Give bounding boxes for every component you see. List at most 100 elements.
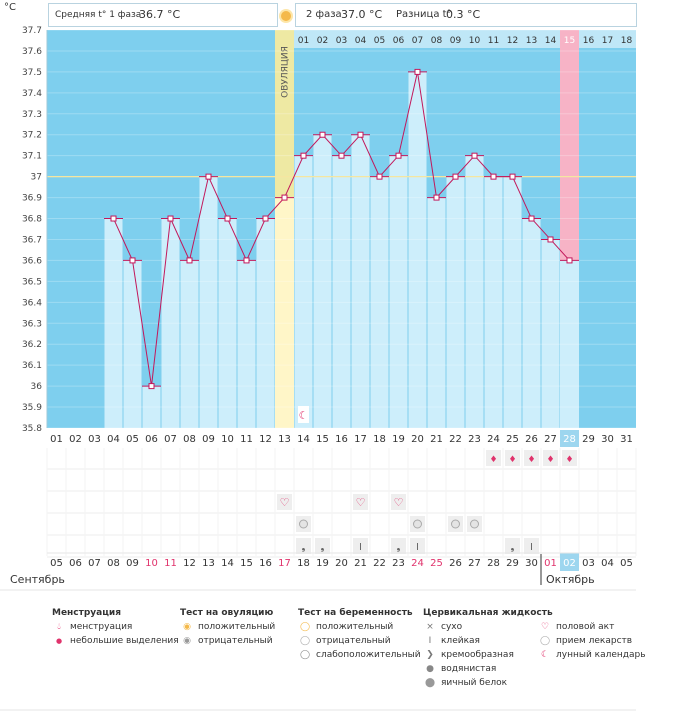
current-day-bar	[560, 260, 579, 428]
negative-pregnancy-icon: ◯	[299, 636, 311, 646]
temperature-bar	[180, 260, 199, 428]
cycle-day-label: 16	[335, 434, 348, 445]
phase2-day-label: 15	[564, 36, 575, 46]
calendar-date-label: 19	[316, 558, 329, 569]
drop-icon: 💧︎	[57, 622, 61, 632]
menstruation-cell	[524, 450, 539, 466]
cycle-day-label: 05	[126, 434, 139, 445]
menstruation-cell	[543, 450, 558, 466]
month-label-left: Сентябрь	[10, 573, 65, 586]
creamy-icon: ❟	[302, 542, 306, 553]
cycle-day-label: 15	[316, 434, 329, 445]
sex-cell	[391, 494, 406, 510]
phase2-day-label: 16	[583, 36, 595, 46]
menstruation-icon: ♦	[489, 455, 497, 465]
temperature-bar	[161, 218, 180, 428]
phase2-day-label: 17	[602, 36, 613, 46]
legend-item-label: лунный календарь	[556, 650, 646, 660]
temperature-point	[338, 152, 345, 159]
legend-item-label: кремообразная	[441, 650, 514, 660]
legend-item-label: сухо	[441, 622, 463, 632]
temperature-point	[471, 152, 478, 159]
legend-item-label: небольшие выделения	[70, 636, 179, 646]
temperature-point	[167, 215, 174, 222]
calendar-date-label: 21	[354, 558, 367, 569]
cycle-day-label: 11	[240, 434, 253, 445]
temperature-point	[262, 215, 269, 222]
heart-icon: ♡	[280, 496, 290, 509]
legend-item: ♡ половой акт	[538, 622, 614, 632]
calendar-date-label: 03	[582, 558, 595, 569]
calendar-date-label: 02	[563, 558, 576, 569]
phase2-day-label: 04	[355, 36, 367, 46]
cycle-day-label: 20	[411, 434, 424, 445]
temperature-point	[148, 383, 155, 390]
y-tick-label: 37.2	[22, 131, 42, 141]
legend-item: ◯ прием лекарств	[538, 636, 632, 646]
calendar-date-label: 04	[601, 558, 614, 569]
temperature-bar	[313, 134, 332, 428]
cycle-day-label: 17	[354, 434, 367, 445]
temperature-bar	[370, 176, 389, 428]
creamy-icon: ❯	[426, 650, 434, 660]
cycle-day-label: 06	[145, 434, 158, 445]
cervical-cell	[524, 538, 539, 554]
legend-item-label: менструация	[70, 622, 133, 632]
creamy-icon: ❟	[511, 542, 515, 553]
pill-icon: ◯	[539, 636, 551, 646]
cycle-day-label: 10	[221, 434, 234, 445]
calendar-date-label: 06	[69, 558, 82, 569]
menstruation-icon: ♦	[546, 455, 554, 465]
legend-item: ◉ положительный	[180, 622, 275, 632]
temperature-bar	[237, 260, 256, 428]
legend-cervical-title: Цервикальная жидкость	[423, 608, 553, 618]
phase1-label: Средняя t° 1 фаза	[55, 10, 142, 20]
temperature-bar	[427, 197, 446, 428]
moon-icon: ☾	[540, 650, 550, 660]
calendar-date-label: 10	[145, 558, 158, 569]
pill-icon	[413, 519, 422, 529]
cycle-day-label: 25	[506, 434, 519, 445]
dry-icon: ×	[426, 622, 434, 632]
ovulation-bar	[275, 197, 294, 428]
current-day-highlight	[560, 430, 579, 447]
temperature-point	[528, 215, 535, 222]
calendar-date-label: 08	[107, 558, 120, 569]
temperature-point	[243, 257, 250, 264]
temperature-bar	[332, 155, 351, 428]
cycle-day-label: 12	[259, 434, 272, 445]
heart-icon: ♡	[356, 496, 366, 509]
y-tick-label: 36.8	[22, 215, 42, 225]
temperature-bar	[351, 134, 370, 428]
cervical-cell	[353, 538, 368, 554]
cycle-day-label: 01	[50, 434, 63, 445]
temperature-bar	[294, 155, 313, 428]
moon-cell	[298, 406, 309, 423]
y-tick-label: 36	[31, 382, 43, 392]
legend-item-label: отрицательный	[316, 636, 391, 646]
menstruation-icon: ♦	[527, 455, 535, 465]
diff-label: Разница t°	[396, 9, 452, 20]
phase2-day-label: 13	[526, 36, 537, 46]
cycle-day-label: 28	[563, 434, 576, 445]
calendar-date-label: 09	[126, 558, 139, 569]
temperature-point	[357, 131, 364, 138]
pill-icon	[299, 519, 308, 529]
temperature-point	[547, 236, 554, 243]
cycle-day-label: 23	[468, 434, 481, 445]
temperature-bar	[503, 176, 522, 428]
y-tick-label: 35.8	[22, 424, 42, 434]
legend-pregnancy-title: Тест на беременность	[298, 608, 413, 618]
positive-pregnancy-icon: ◯	[299, 622, 311, 632]
calendar-date-label: 29	[506, 558, 519, 569]
legend-item: ◯ отрицательный	[298, 636, 391, 646]
temperature-point	[452, 173, 459, 180]
legend-item: ● водянистая	[423, 664, 496, 674]
calendar-date-label: 11	[164, 558, 177, 569]
calendar-date-label: 13	[202, 558, 215, 569]
temperature-point	[395, 152, 402, 159]
y-tick-label: 36.1	[22, 361, 42, 371]
moon-icon: ☾	[299, 409, 309, 422]
phase2-day-label: 12	[507, 36, 518, 46]
